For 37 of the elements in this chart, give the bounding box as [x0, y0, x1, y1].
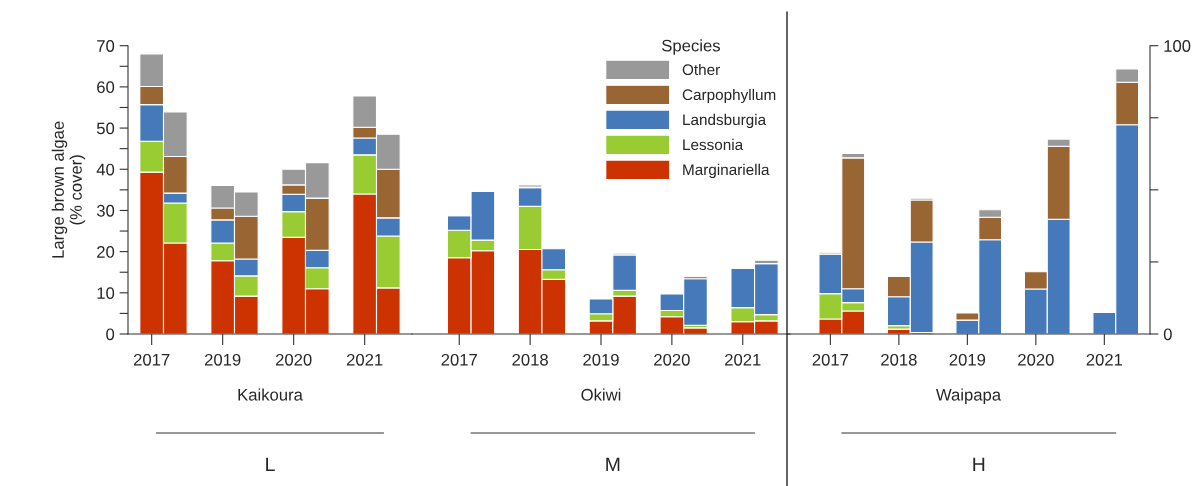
legend-label: Lessonia [683, 138, 744, 151]
x-tick-label: 2021 [725, 353, 761, 366]
x-tick-label: 2021 [346, 353, 383, 366]
x-tick-label: 2018 [512, 353, 548, 366]
legend-label: Landsburgia [683, 113, 767, 129]
x-tick-label: 2018 [881, 353, 917, 366]
x-tick-label: 2019 [583, 353, 619, 366]
legend-label: Marginariella [683, 163, 770, 179]
x-axis-title: Waipapa [936, 388, 1002, 404]
text: M [606, 457, 620, 472]
x-tick-label: 2019 [949, 353, 986, 366]
x-tick-label: 2017 [441, 353, 477, 366]
y-tick-label: 40 [96, 163, 115, 176]
x-tick-label: 2021 [1086, 353, 1123, 366]
y-tick-label: 30 [96, 204, 115, 217]
x-tick-label: 2017 [812, 353, 849, 366]
y2-tick-label: 100 [1164, 40, 1191, 52]
x-tick-label: 2020 [654, 353, 690, 366]
x-tick-label: 2017 [133, 353, 170, 366]
y-axis-title: Large brown algae (% cover) [51, 121, 86, 258]
x-tick-label: 2019 [204, 353, 241, 366]
y-tick-label: 60 [97, 81, 115, 94]
x-axis-title: Okiwi [581, 388, 621, 401]
x-axis-title: Kaikoura [238, 388, 303, 401]
x-tick-label: 2020 [1018, 353, 1054, 366]
y-tick-label: 0 [106, 328, 115, 341]
legend-label: Carpophyllum [682, 88, 776, 104]
legend-label: Other [682, 63, 720, 76]
legend-title: Species [662, 39, 720, 55]
text: L [266, 457, 275, 472]
y-tick-label: 10 [97, 287, 115, 300]
y-tick-label: 50 [96, 122, 115, 135]
y-tick-label: 70 [97, 40, 115, 52]
x-tick-label: 2020 [275, 353, 312, 366]
y2-tick-label: 0 [1163, 328, 1172, 341]
y-tick-label: 20 [97, 246, 115, 258]
text: H [973, 457, 985, 472]
